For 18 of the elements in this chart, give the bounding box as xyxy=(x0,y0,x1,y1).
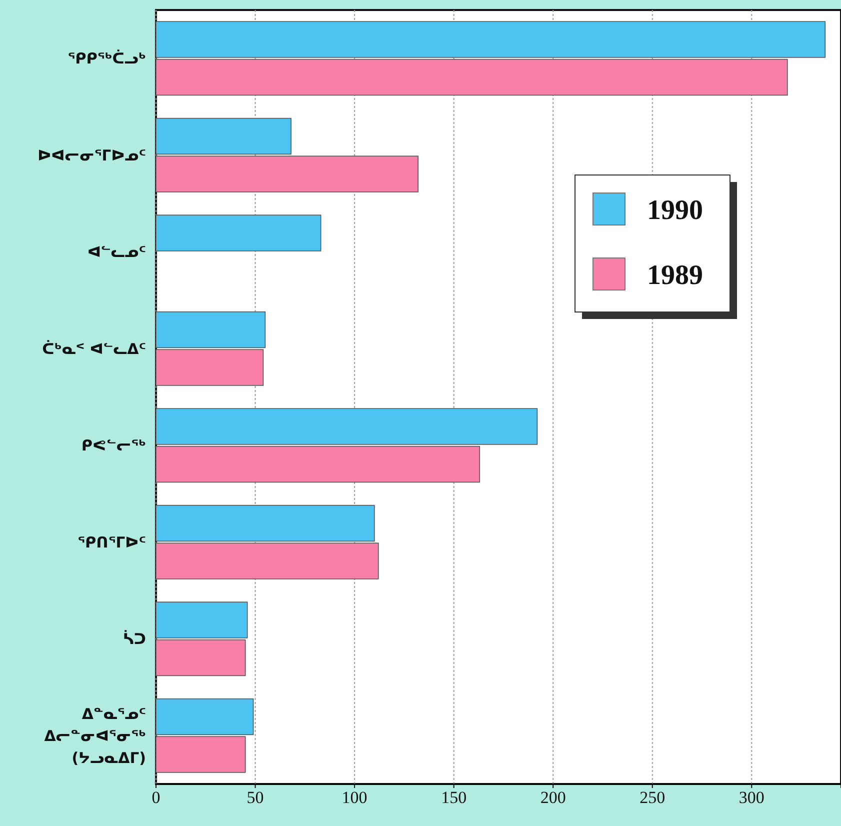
x-tick-label: 150 xyxy=(441,788,467,808)
y-tick-label: ᓵᑐ xyxy=(122,630,146,648)
y-tick-label: ᑭᕙᓪᓕᖅ xyxy=(81,436,146,455)
y-tick-label: ᕐᑭᑭᖅᑖᓗᒃ xyxy=(68,50,146,68)
y-tick-label: ᐃᓐᓇᕐᓄᑦ ᐃᓕᓐᓂᐊᕐᓂᖅ (ᔭᓗᓇᐃᒥ) xyxy=(44,704,146,767)
x-tick-label: 0 xyxy=(152,788,160,808)
x-tick-label: 200 xyxy=(540,788,566,808)
x-tick-label: 50 xyxy=(246,788,264,808)
bar xyxy=(156,214,322,252)
y-tick-label: ᑖᒃᓇᑉ ᐊᓪᓚᐃᑦ xyxy=(42,340,146,358)
legend-label: 1989 xyxy=(647,260,703,291)
y-tick-label: ᕐᑭᑎᕐᒥᐅᑦ xyxy=(78,533,146,552)
y-tick-label: ᐅᐊᓕᓂᕐᒥᐅᓄᑦ xyxy=(38,146,146,164)
x-tick-label: 250 xyxy=(640,788,666,808)
x-tick-label: 100 xyxy=(342,788,368,808)
legend-label: 1990 xyxy=(647,194,703,226)
y-tick-label: ᐊᓪᓚᓄᑦ xyxy=(87,243,146,262)
x-tick-label: 300 xyxy=(738,788,764,808)
